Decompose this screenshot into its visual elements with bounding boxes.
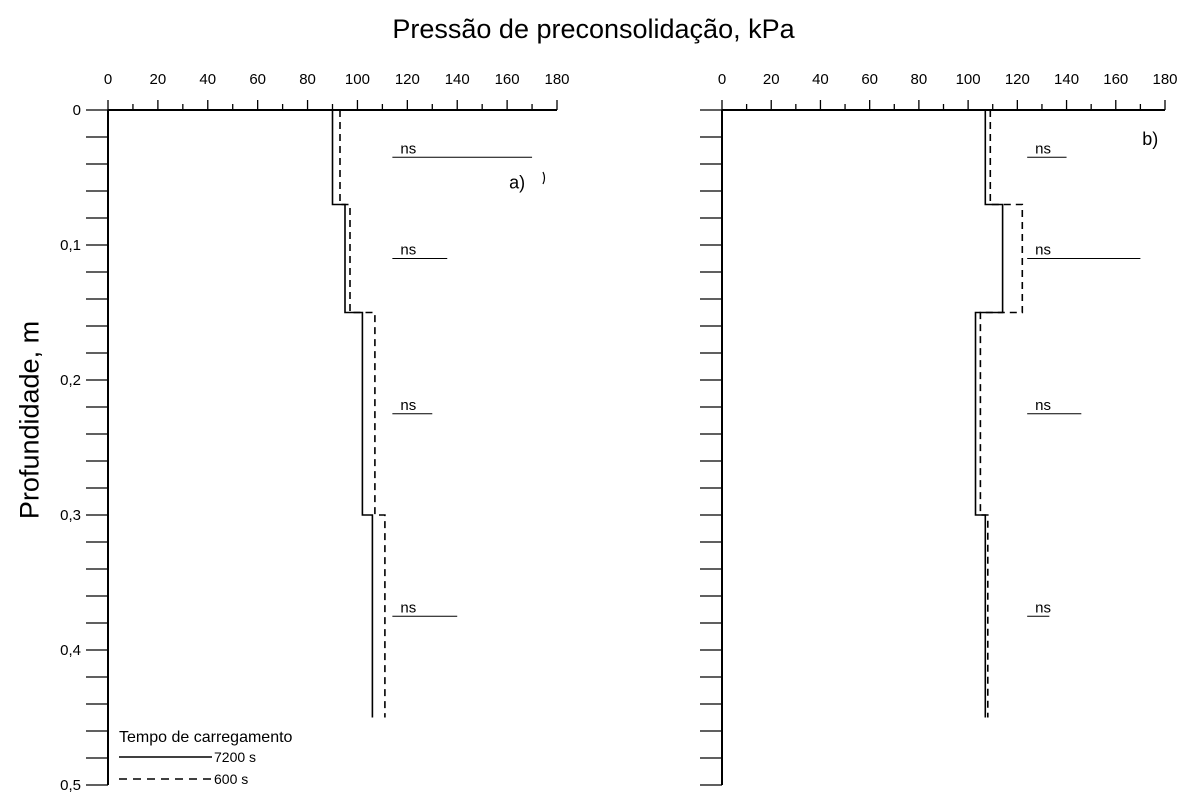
legend-title: Tempo de carregamento (119, 729, 293, 746)
panel-a-x-tick-label: 0 (104, 71, 112, 88)
panel-a-annotation-ns: ns (400, 140, 416, 157)
panel-a-y-tick-label: 0,2 (60, 372, 81, 389)
panel-a-y-tick-label: 0 (73, 102, 81, 119)
panel-a-x-tick-label: 140 (445, 71, 470, 88)
panel-b-annotation-ns: ns (1035, 397, 1051, 414)
panel-a-x-tick-label: 60 (249, 71, 266, 88)
panel-a-series-600s (339, 110, 386, 718)
panel-b-x-tick-label: 180 (1152, 71, 1177, 88)
panel-a-annotation-ns: ns (400, 242, 416, 259)
panel-a-x-tick-label: 160 (495, 71, 520, 88)
panel-a-x-tick-label: 20 (150, 71, 167, 88)
panel-b-annotation-ns: ns (1035, 140, 1051, 157)
panel-b-x-tick-label: 80 (911, 71, 928, 88)
legend-label-7200s: 7200 s (214, 749, 256, 765)
panel-a-y-tick-label: 0,1 (60, 237, 81, 254)
panel-a-label: a) (509, 172, 525, 192)
panel-b-label: b) (1142, 129, 1158, 149)
panel-a-y-tick-label: 0,5 (60, 777, 81, 792)
panel-a-x-tick-label: 120 (395, 71, 420, 88)
panel-b-x-tick-label: 60 (861, 71, 878, 88)
panel-a-series-7200s (331, 110, 374, 718)
panel-b-series-600s (979, 110, 1024, 718)
panel-b-x-tick-label: 40 (812, 71, 829, 88)
panel-a-y-tick-label: 0,4 (60, 642, 81, 659)
panel-a-annotation-ns: ns (400, 397, 416, 414)
chart-title: Pressão de preconsolidação, kPa (392, 14, 795, 44)
panel-b-x-tick-label: 100 (956, 71, 981, 88)
panel-a-annotation-ns: ns (400, 599, 416, 616)
panel-a-x-tick-label: 40 (199, 71, 216, 88)
panel-b-x-tick-label: 20 (763, 71, 780, 88)
panel-a-x-tick-label: 180 (544, 71, 569, 88)
panel-b-series-7200s (974, 110, 1004, 718)
panel-b-x-tick-label: 0 (718, 71, 726, 88)
panel-b-annotation-ns: ns (1035, 599, 1051, 616)
panel-b-x-tick-label: 120 (1005, 71, 1030, 88)
panel-a-label-artifact (542, 171, 546, 185)
panel-b-x-tick-label: 140 (1054, 71, 1079, 88)
panel-a-x-tick-label: 100 (345, 71, 370, 88)
panel-b-annotation-ns: ns (1035, 242, 1051, 259)
panel-b-x-tick-label: 160 (1103, 71, 1128, 88)
legend-label-600s: 600 s (214, 771, 248, 787)
panel-a-y-tick-label: 0,3 (60, 507, 81, 524)
panel-a-x-tick-label: 80 (299, 71, 316, 88)
